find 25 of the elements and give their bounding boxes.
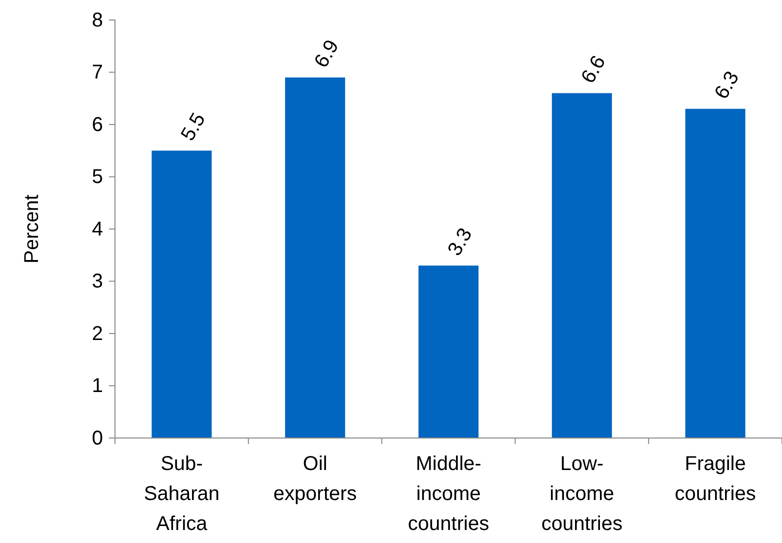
y-tick-label: 6 [92,114,103,136]
x-tick-label: Fragile countries [674,453,756,505]
data-label: 6.3 [710,68,744,103]
bar [152,150,212,438]
y-tick-label: 4 [92,218,103,240]
data-label: 6.6 [577,52,610,88]
data-label: 6.9 [310,36,344,72]
data-label: 3.3 [444,224,477,260]
y-tick-label: 0 [92,427,103,450]
bar [418,266,479,438]
y-tick-label: 1 [92,375,103,398]
y-tick-label: 5 [92,166,103,188]
y-tick-label: 7 [92,62,103,84]
y-tick-label: 3 [92,270,103,293]
x-tick-label: Low-income countries [541,453,622,535]
y-tick-label: 2 [92,322,103,345]
y-tick-label: 8 [92,9,103,32]
x-tick-label: Sub-Saharan Africa [144,453,220,535]
bar [685,108,746,438]
x-tick-label: Middle-income countries [408,453,490,535]
bar [285,77,346,438]
x-tick-label: Oil exporters [273,453,357,505]
data-label: 5.5 [177,110,210,145]
bar [552,93,612,438]
y-axis-title: Percent [21,194,43,264]
